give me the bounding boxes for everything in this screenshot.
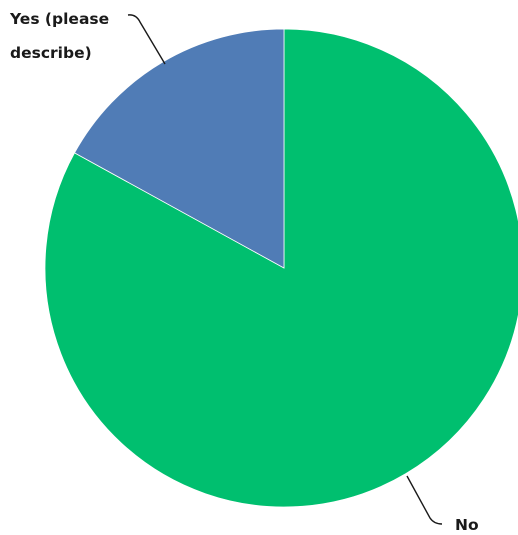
pie-slices: [44, 28, 518, 508]
slice-label-yes-line1: Yes (please: [9, 10, 109, 28]
pie-slice-no: [44, 28, 518, 508]
leader-line-yes: [127, 14, 166, 65]
pie-slice-yes: [74, 28, 285, 269]
leader-line-no: [406, 475, 443, 525]
slice-label-yes-line2: describe): [10, 44, 92, 62]
slice-label-no: No: [455, 516, 479, 534]
